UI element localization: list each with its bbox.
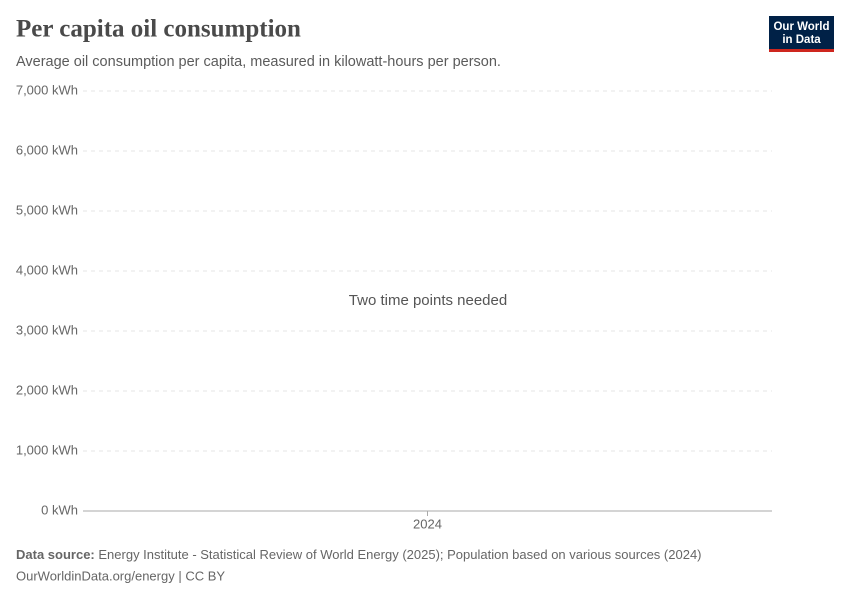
source-label: Data source:: [16, 547, 95, 562]
logo-text: Our World: [773, 21, 829, 33]
y-tick-label: 6,000 kWh: [16, 142, 78, 157]
x-tick-label: 2024: [413, 516, 442, 531]
annotation: Two time points needed: [349, 292, 507, 309]
y-tick-label: 2,000 kWh: [16, 382, 78, 397]
y-tick-label: 1,000 kWh: [16, 442, 78, 457]
chart-subtitle: Average oil consumption per capita, meas…: [16, 54, 501, 70]
y-tick-label: 7,000 kWh: [16, 82, 78, 97]
y-tick-label: 0 kWh: [41, 502, 78, 517]
y-tick-label: 3,000 kWh: [16, 322, 78, 337]
logo-stripe: [769, 49, 834, 52]
chart-title: Per capita oil consumption: [16, 16, 301, 43]
y-tick-label: 5,000 kWh: [16, 202, 78, 217]
source-text: Energy Institute - Statistical Review of…: [98, 547, 701, 562]
footer: OurWorldinData.org/energy | CC BY: [16, 568, 225, 583]
logo-background: [769, 16, 834, 49]
logo-text: in Data: [782, 34, 821, 46]
y-tick-label: 4,000 kWh: [16, 262, 78, 277]
source: Data source: Energy Institute - Statisti…: [16, 547, 702, 562]
logo: Our World in Data: [769, 16, 834, 52]
